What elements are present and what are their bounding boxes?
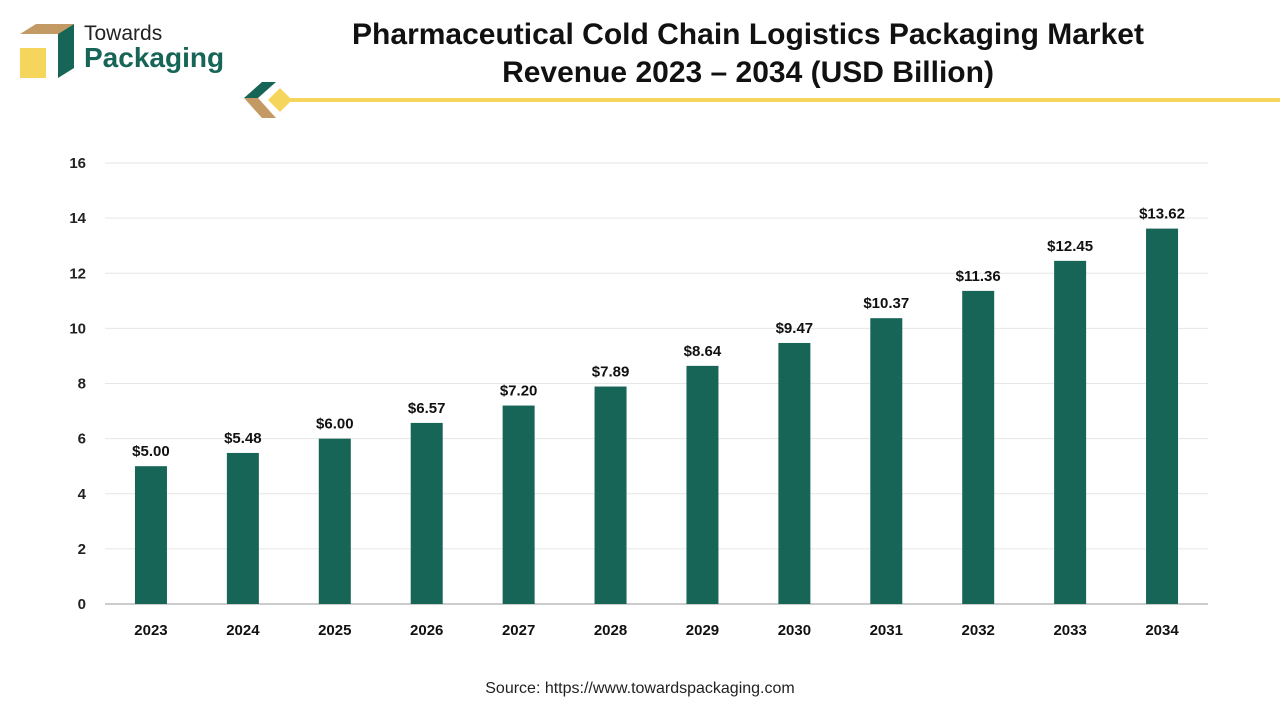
y-tick-label: 8 [78,376,86,393]
data-label-2026: $6.57 [408,400,446,417]
y-tick-label: 10 [69,320,86,337]
x-tick-label-2028: 2028 [594,622,627,639]
x-tick-label-2027: 2027 [502,622,535,639]
data-label-2033: $12.45 [1047,238,1093,255]
data-label-2023: $5.00 [132,443,170,460]
towards-packaging-logo [20,24,74,78]
x-tick-label-2024: 2024 [226,622,260,639]
data-label-2031: $10.37 [863,295,909,312]
y-tick-label: 4 [78,486,87,503]
bar-2032 [962,290,995,604]
data-label-2024: $5.48 [224,430,262,447]
bar-2027 [502,405,535,604]
decorative-divider [244,82,1280,118]
chart-title: Pharmaceutical Cold Chain Logistics Pack… [352,18,1144,89]
bar-chart: 0 2 4 6 8 10 12 14 16 $5.00 2023 $5.48 2024 $6.00 2025… [69,155,1208,639]
x-tick-label-2033: 2033 [1053,622,1086,639]
y-tick-label: 6 [78,431,86,448]
logo-text-towards: Towards [84,22,163,45]
x-tick-label-2029: 2029 [686,622,719,639]
y-tick-label: 14 [69,210,86,227]
data-label-2025: $6.00 [316,416,354,433]
x-tick-label-2023: 2023 [134,622,167,639]
bar-2025 [318,438,351,604]
data-label-2029: $8.64 [684,343,722,360]
x-tick-label-2026: 2026 [410,622,443,639]
bar-2031 [870,318,903,604]
y-tick-label: 16 [69,155,86,172]
y-tick-label: 12 [69,265,86,282]
bar-2034 [1146,228,1179,604]
x-tick-label-2032: 2032 [962,622,995,639]
x-tick-label-2031: 2031 [870,622,903,639]
y-tick-label: 2 [78,541,86,558]
logo-text-packaging: Packaging [84,42,225,73]
bar-2028 [594,386,627,604]
source-note: Source: https://www.towardspackaging.com [485,680,795,697]
bar-2026 [410,422,443,604]
data-label-2030: $9.47 [776,320,814,337]
x-tick-label-2034: 2034 [1145,622,1179,639]
x-tick-label-2030: 2030 [778,622,811,639]
data-label-2028: $7.89 [592,364,630,381]
bar-2030 [778,342,811,604]
y-tick-label: 0 [78,596,86,613]
data-label-2027: $7.20 [500,383,538,400]
bar-2029 [686,365,719,604]
data-label-2034: $13.62 [1139,206,1185,223]
data-label-2032: $11.36 [956,268,1001,285]
bar-2024 [226,452,259,604]
x-tick-label-2025: 2025 [318,622,351,639]
bar-2033 [1054,260,1087,604]
bar-2023 [134,466,167,604]
